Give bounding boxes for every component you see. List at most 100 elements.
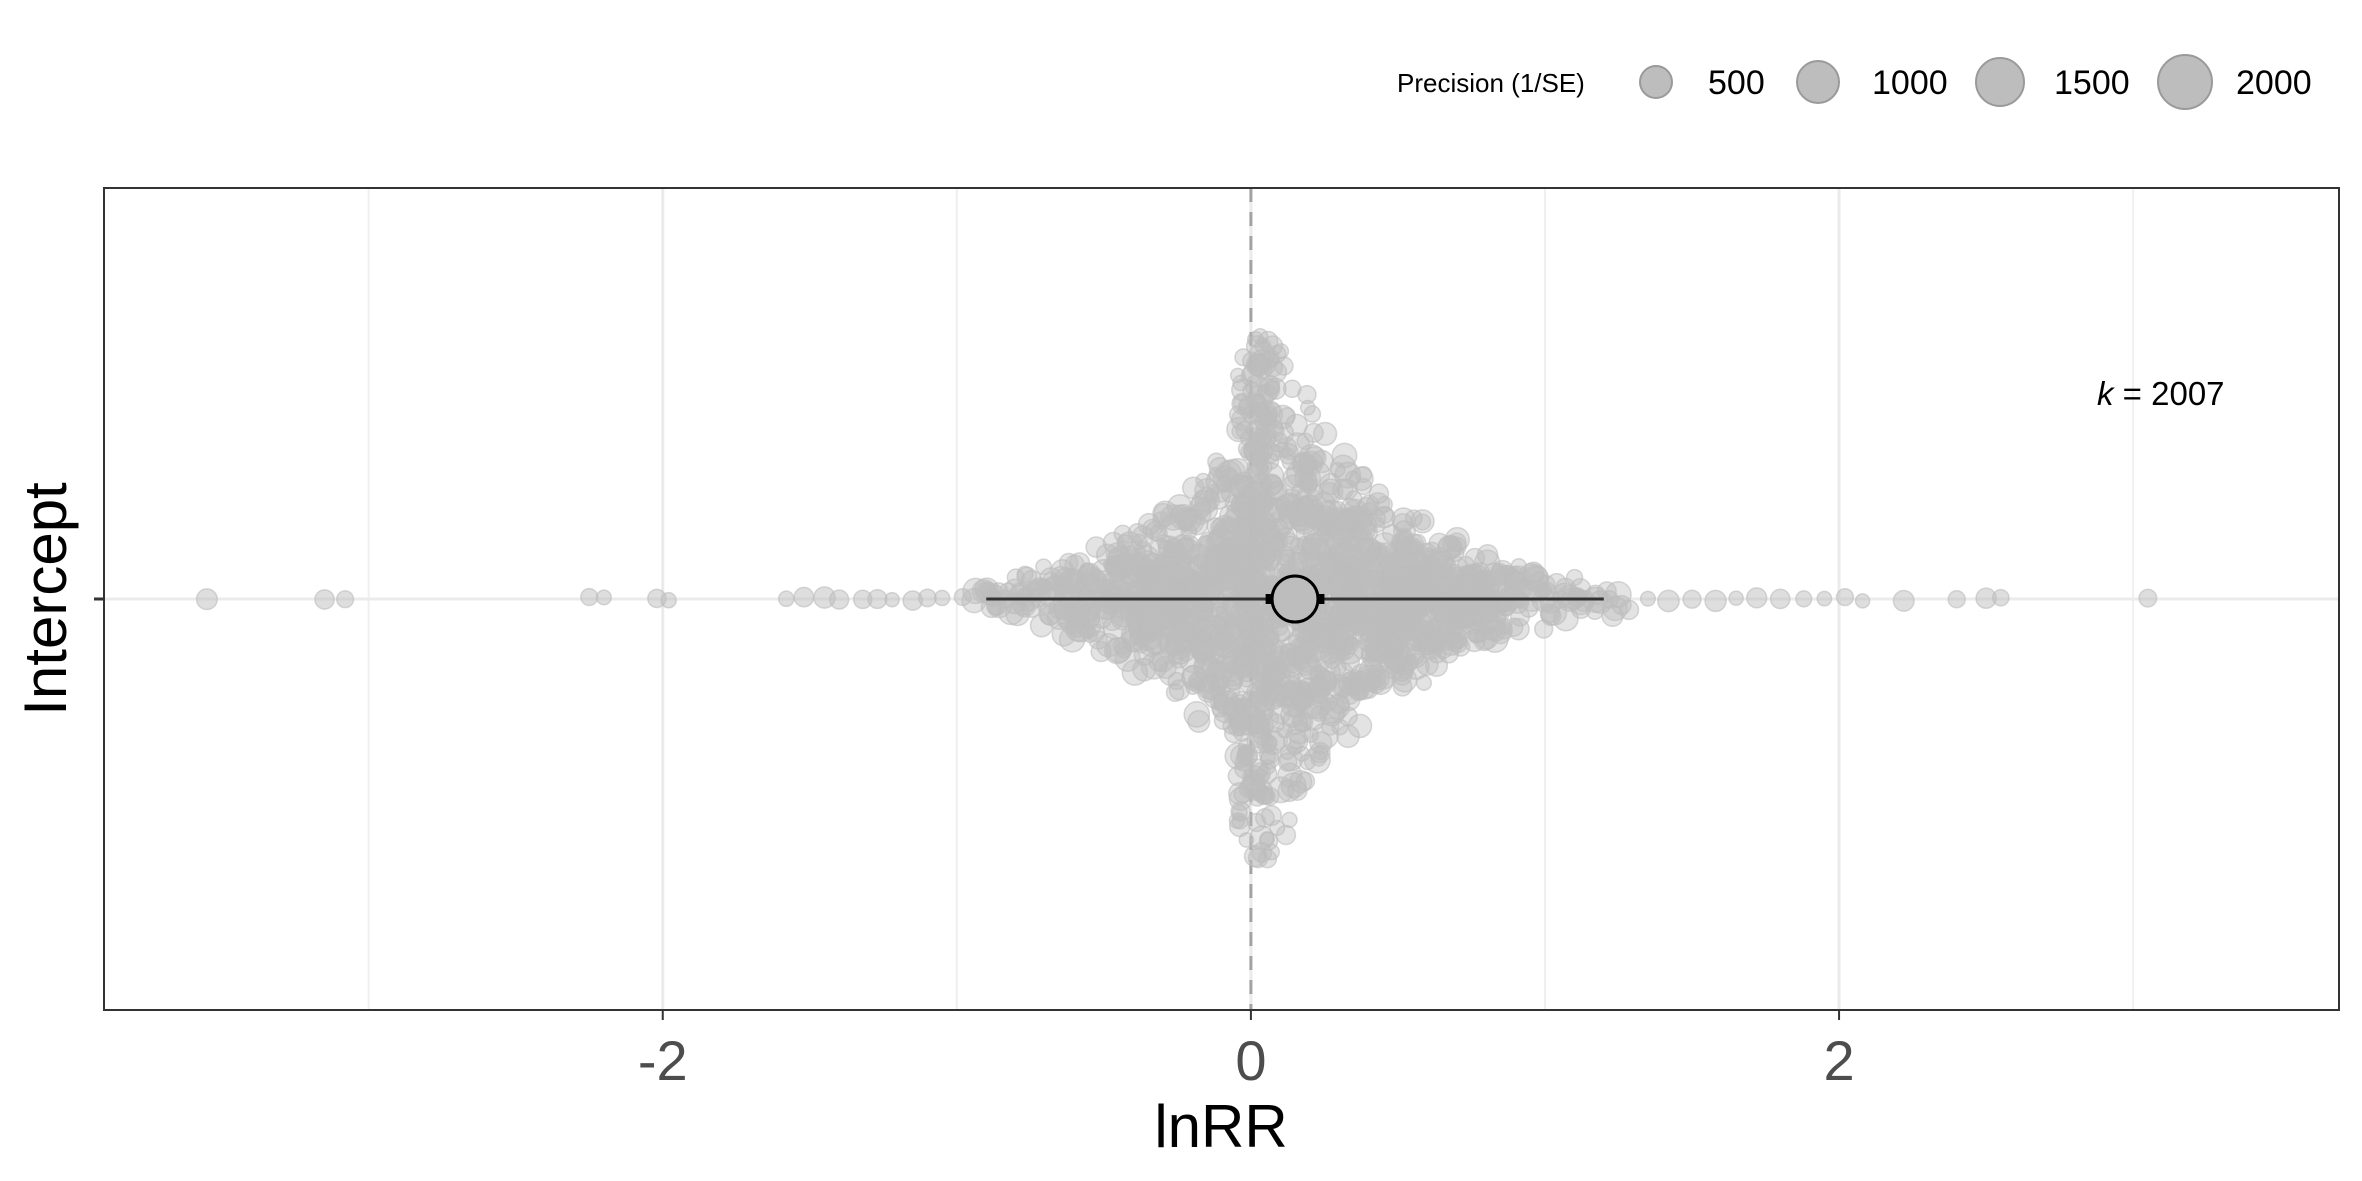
data-point <box>1188 711 1210 733</box>
data-point <box>1261 787 1279 805</box>
data-point <box>1403 654 1428 679</box>
legend-entry-label: 500 <box>1708 64 1765 102</box>
data-point <box>1170 505 1195 530</box>
data-point <box>1173 539 1196 562</box>
data-point <box>1118 549 1143 574</box>
legend-title: Precision (1/SE) <box>1397 68 1585 98</box>
data-point <box>1322 615 1340 633</box>
legend: Precision (1/SE) 500 1000 1500 2000 <box>1397 55 2312 109</box>
data-point <box>1317 660 1340 683</box>
data-point <box>1492 561 1514 583</box>
data-point <box>1330 520 1355 545</box>
data-point <box>1118 535 1133 550</box>
data-point <box>1263 643 1283 663</box>
data-point <box>1006 602 1029 625</box>
data-point <box>1280 748 1303 771</box>
data-point <box>1729 591 1743 605</box>
data-point <box>1197 675 1221 699</box>
data-point <box>1796 591 1812 607</box>
legend-entry-label: 1500 <box>2054 64 2130 102</box>
data-point <box>1284 380 1301 397</box>
data-point <box>885 593 899 607</box>
data-point <box>1181 577 1199 595</box>
data-point <box>1236 698 1252 714</box>
data-point <box>1483 614 1499 630</box>
data-point <box>1683 590 1701 608</box>
data-point <box>1141 615 1163 637</box>
data-point <box>1247 567 1263 583</box>
data-point <box>1295 653 1317 675</box>
data-point <box>337 591 354 608</box>
data-point <box>1241 366 1261 386</box>
data-point <box>1241 430 1257 446</box>
data-point <box>1301 400 1315 414</box>
data-point <box>1541 606 1561 626</box>
data-point <box>954 589 971 606</box>
data-point <box>1260 548 1281 569</box>
data-point <box>779 591 794 606</box>
data-point <box>1464 630 1485 651</box>
data-point <box>1403 602 1420 619</box>
data-point <box>1192 642 1213 663</box>
data-point <box>1259 745 1278 764</box>
x-tick-label: 0 <box>1235 1029 1266 1092</box>
data-point <box>1311 751 1326 766</box>
data-point <box>1288 553 1307 572</box>
data-point <box>1329 573 1355 599</box>
x-axis-title: lnRR <box>1154 1093 1287 1160</box>
data-point <box>1174 610 1198 634</box>
data-point <box>1893 591 1914 612</box>
data-point <box>661 593 676 608</box>
data-point <box>1253 402 1269 418</box>
data-point <box>1145 569 1160 584</box>
data-point <box>1274 442 1289 457</box>
data-point <box>1312 723 1338 749</box>
data-point <box>1260 607 1274 621</box>
data-point <box>1418 549 1434 565</box>
data-point <box>1387 626 1411 650</box>
k-symbol: k <box>2097 375 2115 412</box>
data-point <box>1658 590 1679 611</box>
data-point <box>1771 589 1790 608</box>
data-point <box>1948 591 1965 608</box>
x-tick-label: -2 <box>638 1029 688 1092</box>
legend-entry-label: 1000 <box>1872 64 1948 102</box>
data-point <box>1209 458 1229 478</box>
data-point <box>1248 463 1269 484</box>
data-point <box>1054 601 1072 619</box>
data-point <box>597 590 612 605</box>
data-point <box>1837 589 1854 606</box>
data-point <box>1290 733 1305 748</box>
data-point <box>1382 650 1399 667</box>
data-point <box>1230 713 1250 733</box>
data-point <box>1306 461 1330 485</box>
data-point <box>1238 592 1257 611</box>
k-annotation: k = 2007 <box>2097 375 2225 412</box>
k-value: = 2007 <box>2114 375 2225 412</box>
data-point <box>581 589 598 606</box>
data-point <box>1261 670 1279 688</box>
data-point <box>1417 566 1431 580</box>
data-point <box>1168 673 1185 690</box>
data-point <box>1061 569 1085 593</box>
legend-entry-label: 2000 <box>2236 64 2312 102</box>
data-point <box>1356 467 1372 483</box>
data-point <box>1351 612 1374 635</box>
x-axis: -2 0 2 <box>638 1010 1855 1092</box>
data-point <box>868 590 887 609</box>
data-point <box>1337 480 1357 500</box>
data-point <box>1239 833 1253 847</box>
data-point <box>1747 588 1767 608</box>
legend-swatch <box>2158 55 2212 109</box>
estimate-point <box>1272 576 1318 622</box>
data-point <box>1355 537 1380 562</box>
data-point <box>1264 844 1280 860</box>
data-point <box>1817 591 1831 605</box>
data-point <box>1411 510 1434 533</box>
data-point <box>1439 643 1459 663</box>
data-point <box>1329 641 1346 658</box>
data-point <box>197 589 218 610</box>
y-axis-title: Intercept <box>12 482 79 716</box>
data-point <box>1202 569 1221 588</box>
data-point <box>1286 500 1306 520</box>
